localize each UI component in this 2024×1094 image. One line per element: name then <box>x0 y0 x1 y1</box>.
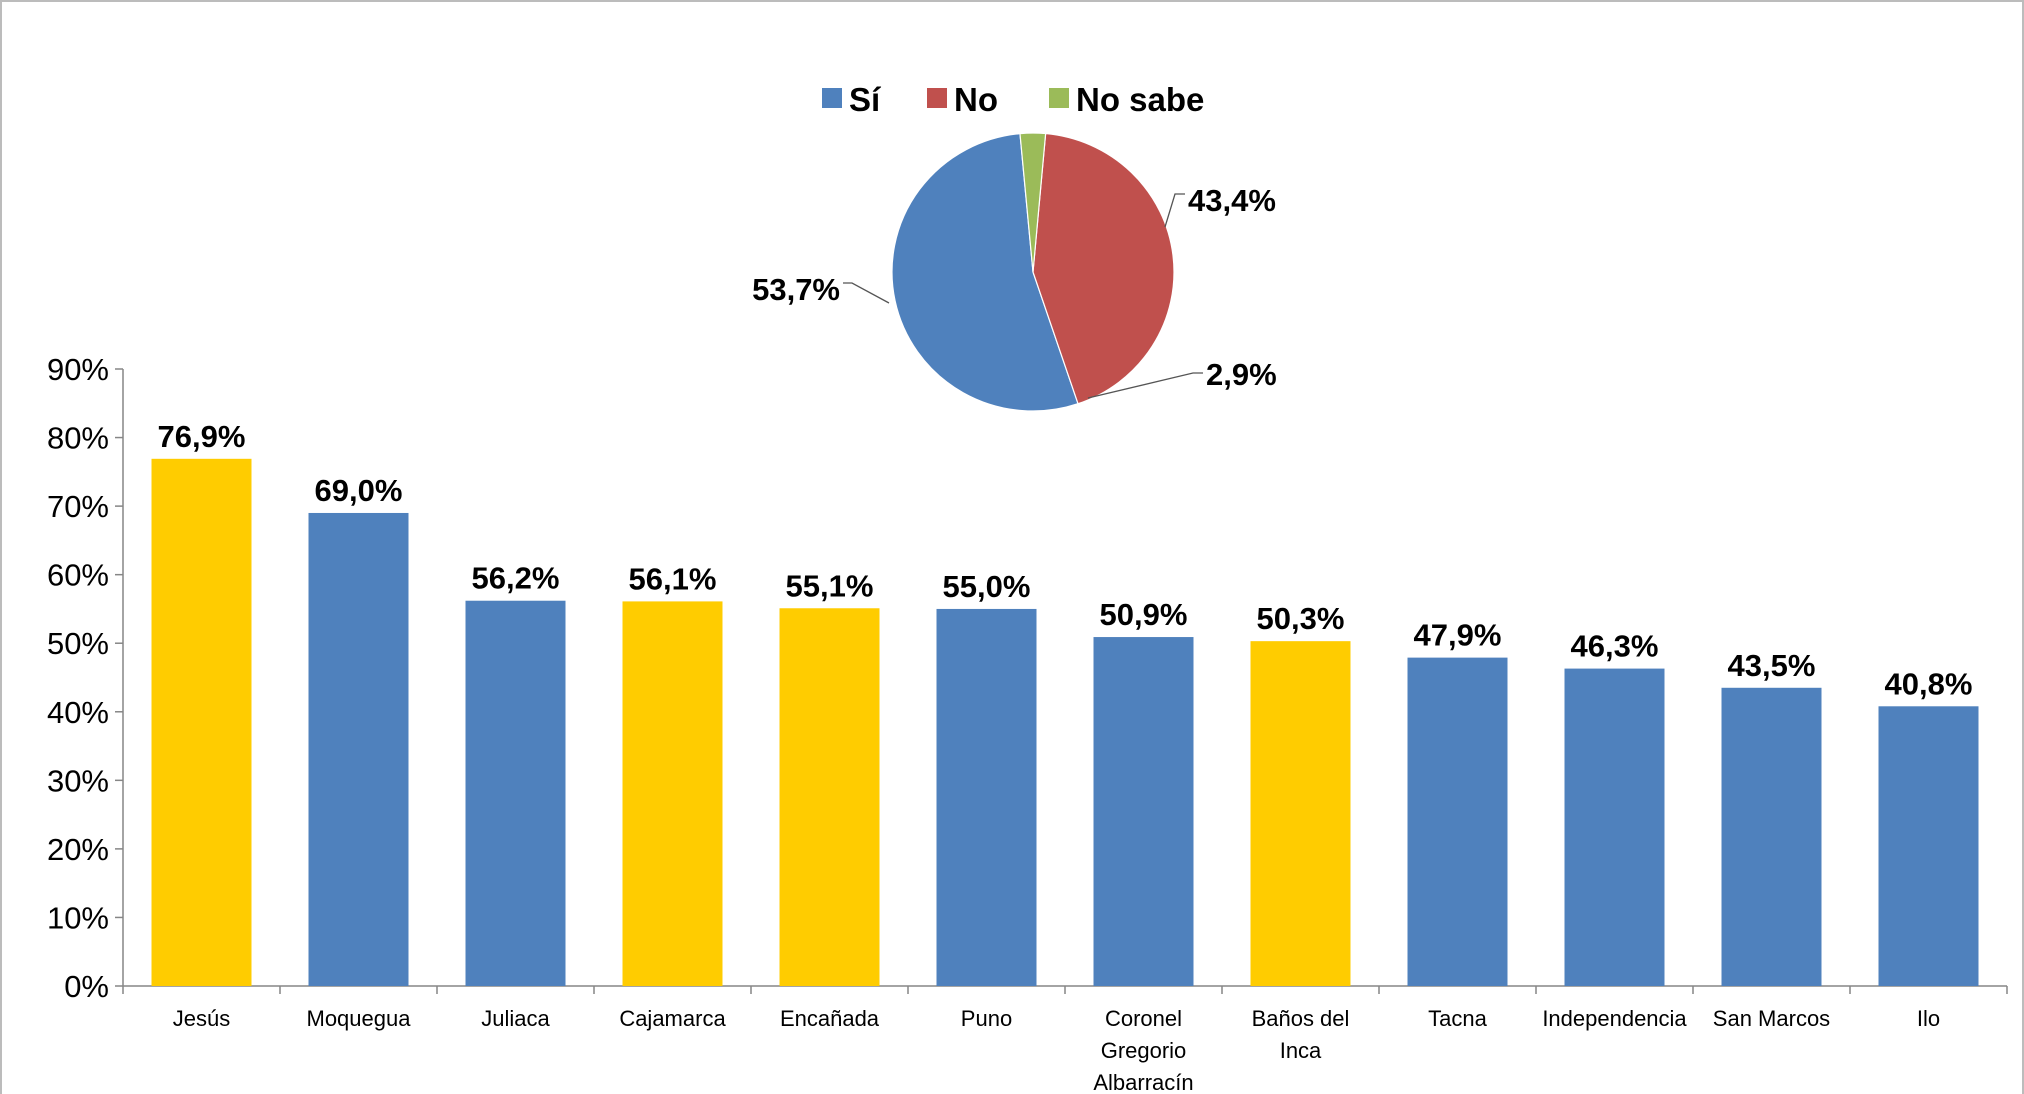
y-tick-label: 50% <box>47 626 109 661</box>
x-category-label: Albarracín <box>1093 1070 1193 1094</box>
bar <box>779 608 880 986</box>
bar <box>1721 687 1822 986</box>
bar <box>151 458 252 987</box>
bar <box>936 608 1037 986</box>
x-category-label: Ilo <box>1917 1006 1940 1031</box>
pie-chart: 53,7% 43,4% 2,9% Sí No No sabe <box>752 81 1277 412</box>
bar <box>1878 706 1979 986</box>
x-category-label: Inca <box>1280 1038 1322 1063</box>
legend-label: No <box>954 81 998 118</box>
pie-leader-line <box>843 282 890 304</box>
bar-chart: 0% 10% 20% 30% 40% 50% 60% 70% 80% 90% 76,9% Jesús 6… <box>47 352 2008 1094</box>
x-category-label: Jesús <box>173 1006 230 1031</box>
bar <box>1564 668 1665 986</box>
legend-swatch <box>927 88 947 108</box>
y-tick-label: 60% <box>47 558 109 593</box>
y-tick-label: 30% <box>47 763 109 798</box>
x-category-label: Tacna <box>1428 1006 1487 1031</box>
x-category-label: Independencia <box>1542 1006 1687 1031</box>
bar-value-label: 50,9% <box>1100 597 1188 632</box>
bar-value-label: 55,0% <box>943 569 1031 604</box>
y-tick-label: 0% <box>64 969 109 1004</box>
bar-value-label: 50,3% <box>1257 601 1345 636</box>
pie-slice <box>891 132 1079 412</box>
y-tick-label: 40% <box>47 695 109 730</box>
bar-value-label: 55,1% <box>786 568 874 603</box>
bar <box>1407 657 1508 986</box>
y-tick-label: 80% <box>47 421 109 456</box>
x-category-label: Puno <box>961 1006 1012 1031</box>
legend-label: Sí <box>849 81 882 118</box>
y-tick-label: 70% <box>47 489 109 524</box>
bar-value-label: 43,5% <box>1728 648 1816 683</box>
bar <box>465 600 566 986</box>
bar <box>1093 637 1194 986</box>
bar-value-label: 56,1% <box>629 561 717 596</box>
x-category-label: Moquegua <box>307 1006 412 1031</box>
bar <box>308 512 409 986</box>
legend-label: No sabe <box>1076 81 1204 118</box>
pie-leader-line <box>1087 372 1203 399</box>
x-category-label: San Marcos <box>1713 1006 1830 1031</box>
y-tick-label: 20% <box>47 832 109 867</box>
y-tick-label: 90% <box>47 352 109 387</box>
bar-value-label: 76,9% <box>158 419 246 454</box>
bar-value-label: 56,2% <box>472 561 560 596</box>
x-category-label: Encañada <box>780 1006 880 1031</box>
x-category-label: Gregorio <box>1101 1038 1187 1063</box>
x-category-label: Cajamarca <box>619 1006 726 1031</box>
bar <box>1250 641 1351 986</box>
x-category-label: Baños del <box>1252 1006 1350 1031</box>
pie-slice <box>1032 132 1175 405</box>
pie-value-label: 53,7% <box>752 272 840 307</box>
legend-swatch <box>822 88 842 108</box>
x-category-label: Coronel <box>1105 1006 1182 1031</box>
bar-value-label: 69,0% <box>315 473 403 508</box>
y-tick-label: 10% <box>47 900 109 935</box>
bar-value-label: 40,8% <box>1885 666 1973 701</box>
pie-value-label: 43,4% <box>1188 183 1276 218</box>
legend-swatch <box>1049 88 1069 108</box>
bar-value-label: 46,3% <box>1571 629 1659 664</box>
bar-value-label: 47,9% <box>1414 618 1502 653</box>
pie-leader-line <box>1164 193 1185 228</box>
bar <box>622 601 723 986</box>
pie-value-label: 2,9% <box>1206 357 1277 392</box>
x-category-label: Juliaca <box>481 1006 550 1031</box>
pie-slice <box>1019 132 1047 273</box>
